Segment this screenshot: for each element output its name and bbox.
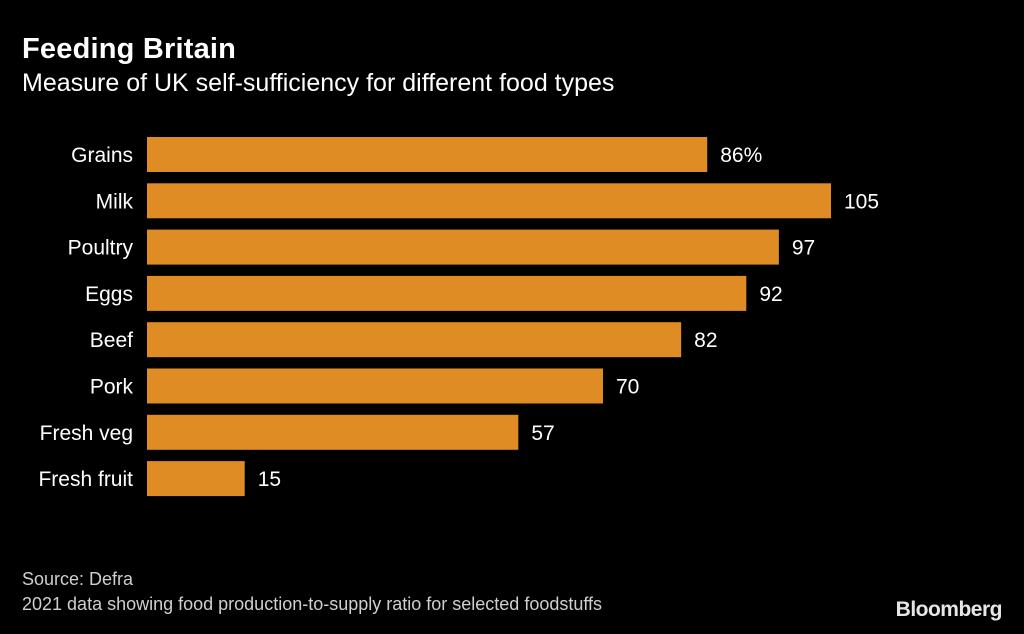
value-label: 92 (759, 283, 782, 306)
value-label: 86% (720, 144, 762, 167)
bar-eggs (147, 275, 747, 311)
value-label: 57 (531, 422, 554, 445)
chart-title: Feeding Britain (22, 33, 237, 65)
category-label: Pork (90, 376, 134, 399)
category-label: Poultry (68, 237, 134, 260)
category-label: Grains (71, 144, 133, 167)
bar-grains (147, 137, 708, 172)
data-footnote: 2021 data showing food production-to-sup… (22, 594, 603, 614)
bloomberg-logo: Bloomberg (895, 598, 1003, 621)
value-label: 70 (616, 376, 639, 399)
category-label: Fresh fruit (38, 468, 133, 491)
bar-pork (147, 368, 603, 404)
source-note: Source: Defra (22, 569, 134, 589)
bar-fresh-fruit (147, 461, 245, 497)
bar-beef (147, 322, 682, 358)
value-label: 82 (694, 329, 717, 352)
category-label: Beef (90, 329, 133, 352)
value-label: 97 (792, 237, 815, 260)
category-label: Fresh veg (40, 422, 133, 445)
bar-fresh-veg (147, 414, 519, 450)
value-label: 105 (844, 190, 879, 213)
value-label: 15 (258, 468, 281, 491)
category-label: Milk (96, 190, 134, 213)
bar-poultry (147, 229, 779, 265)
category-label: Eggs (85, 283, 133, 306)
bar-milk (147, 183, 831, 219)
chart-subtitle: Measure of UK self-sufficiency for diffe… (22, 69, 615, 97)
